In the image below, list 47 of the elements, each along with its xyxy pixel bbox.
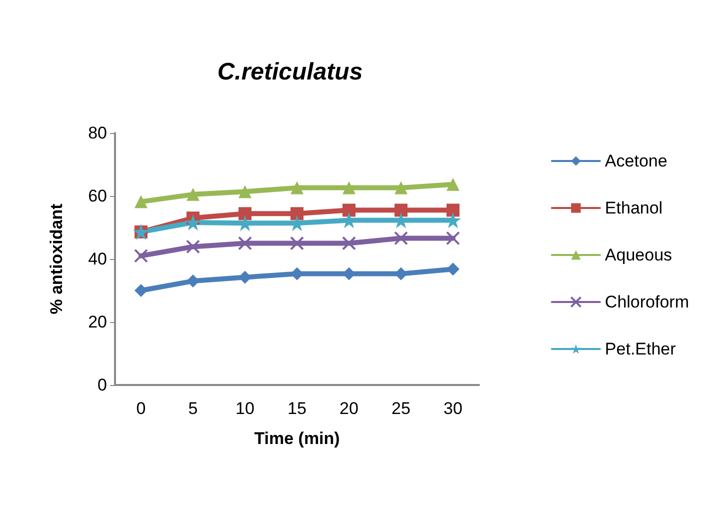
- y-tick-label: 20: [88, 312, 107, 332]
- point: [186, 274, 200, 288]
- y-tick-label: 80: [88, 124, 107, 142]
- legend-label: Chloroform: [604, 292, 690, 312]
- y-tick-label: 60: [88, 186, 107, 206]
- y-tick-label: 0: [98, 376, 107, 394]
- chart-title: C.reticulatus: [217, 58, 363, 86]
- y-axis-title: % antioxidant: [47, 203, 66, 314]
- legend-label: Pet.Ether: [604, 340, 676, 358]
- point: [238, 270, 252, 284]
- legend-label: Aqueous: [604, 246, 672, 264]
- point: [186, 188, 200, 201]
- x-tick-label: 20: [340, 399, 358, 418]
- x-tick-label: 30: [444, 399, 462, 418]
- point: [394, 204, 408, 217]
- point: [290, 267, 304, 280]
- point: [446, 231, 460, 246]
- point: [238, 185, 252, 198]
- point: [342, 267, 356, 280]
- y-tick-label: 40: [88, 250, 107, 268]
- point: [394, 181, 408, 194]
- legend-label: Ethanol: [604, 198, 663, 218]
- point: [186, 240, 200, 254]
- x-tick-label: 10: [236, 399, 254, 418]
- point: [342, 181, 356, 194]
- point: [290, 181, 304, 194]
- x-tick-label: 15: [288, 399, 306, 418]
- x-tick-label: 0: [136, 399, 146, 418]
- point: [446, 204, 460, 217]
- point: [446, 262, 460, 276]
- point: [134, 284, 148, 297]
- point: [342, 236, 356, 250]
- point: [185, 214, 201, 230]
- point: [446, 178, 460, 191]
- point: [290, 207, 304, 220]
- point: [134, 195, 148, 208]
- point: [342, 204, 356, 217]
- x-tick-label: 5: [188, 399, 198, 418]
- point: [238, 207, 252, 220]
- point: [394, 267, 408, 280]
- point: [290, 236, 304, 250]
- legend-label: Acetone: [604, 152, 668, 170]
- point: [394, 231, 408, 246]
- x-tick-label: 25: [392, 399, 410, 418]
- point: [134, 248, 148, 263]
- point: [238, 236, 252, 250]
- x-axis-title: Time (min): [254, 429, 340, 448]
